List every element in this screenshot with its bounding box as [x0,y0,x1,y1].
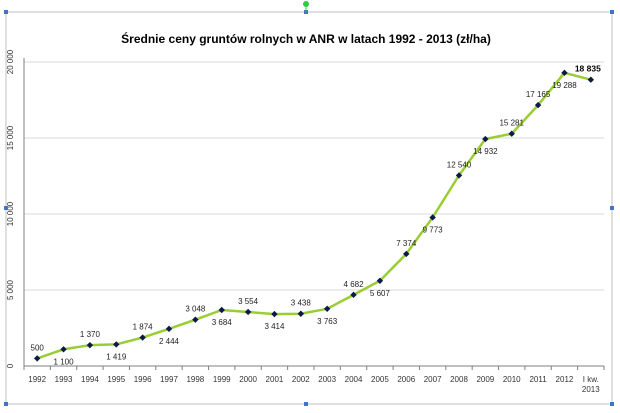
data-label: 500 [31,343,45,352]
data-point [534,101,542,109]
data-label: 3 414 [264,322,285,331]
x-tick-label: 1994 [81,375,99,384]
x-tick-label: 1993 [55,375,73,384]
resize-handle[interactable] [610,402,614,406]
data-label: 5 607 [370,289,391,298]
data-label: 1 874 [133,323,154,332]
selection-handles[interactable] [4,1,614,406]
y-tick-label: 10 000 [6,201,15,226]
x-tick-label: 2009 [476,375,494,384]
data-label: 3 438 [291,299,312,308]
data-label: 17 165 [526,90,551,99]
x-tick-label: 1998 [186,375,204,384]
data-label: 15 281 [499,119,524,128]
data-label: 3 554 [238,297,259,306]
data-label: 18 835 [575,64,601,74]
rotate-handle[interactable] [303,1,309,7]
data-point [587,76,595,83]
x-tick-label: 2012 [556,375,574,384]
y-tick-label: 15 000 [6,125,15,150]
data-point [403,250,410,258]
x-tick-label: 2001 [266,375,284,384]
data-point [60,346,67,353]
data-label: 2 444 [159,337,180,346]
resize-handle[interactable] [610,10,614,14]
resize-handle[interactable] [304,402,308,406]
gridlines [24,61,604,291]
x-tick-label: 2008 [450,375,468,384]
y-tick-label: 20 000 [6,49,15,74]
data-point [244,308,252,316]
x-tick-label: I kw. [583,375,599,384]
data-label: 3 763 [317,317,338,326]
data-point [429,214,436,221]
x-tick-label: 2003 [318,375,336,384]
data-label: 9 773 [423,225,444,234]
x-tick-label: 1997 [160,375,178,384]
x-tick-label: 2011 [529,375,547,384]
data-label: 1 100 [54,357,75,366]
data-point [218,306,225,314]
data-point [139,334,146,341]
data-label: 19 288 [552,81,577,90]
data-point [455,172,463,179]
data-point [376,277,384,284]
x-tick-label: 1999 [213,375,231,384]
x-tick-label: 2010 [503,375,521,384]
chart-title: Średnie ceny gruntów rolnych w ANR w lat… [121,31,491,46]
axes: 0 5 000 10 000 15 000 20 000 1992 1993 1994 1995… [6,49,605,394]
data-label: 4 682 [344,280,365,289]
resize-handle[interactable] [610,206,614,210]
data-point [561,69,568,77]
data-label: 3 684 [212,318,233,327]
resize-handle[interactable] [4,206,8,210]
data-point [297,310,305,317]
data-label: 3 048 [185,305,206,314]
y-tick-label: 5 000 [6,279,15,300]
x-tick-label: 2007 [424,375,442,384]
series [33,69,595,362]
x-tick-label: 1996 [134,375,152,384]
x-tick-label: 2006 [397,375,415,384]
data-point [86,341,94,349]
series-line [36,71,592,360]
x-tick-label: 2004 [345,375,363,384]
x-tick-label: 1992 [28,375,46,384]
data-label: 12 540 [447,160,472,169]
x-tick-label: 2000 [239,375,257,384]
data-labels: 500 1 100 1 370 1 419 1 874 2 444 3 048 3 684 3 … [31,64,602,367]
x-tick-label: 2005 [371,375,389,384]
data-point [165,325,173,333]
x-tick-label: 2013 [582,385,600,394]
data-point [323,305,331,313]
x-tick-label: 1995 [107,375,125,384]
y-tick-label: 0 [6,363,15,368]
data-point [192,316,199,323]
data-point [350,291,357,299]
data-label: 1 419 [106,352,127,361]
data-point [271,310,278,318]
data-point [33,355,41,362]
x-tick-label: 2002 [292,375,310,384]
data-label: 14 932 [473,147,498,156]
data-point [482,135,489,143]
data-point [508,130,515,137]
resize-handle[interactable] [4,10,8,14]
resize-handle[interactable] [4,402,8,406]
data-label: 7 374 [396,239,417,248]
data-label: 1 370 [80,330,101,339]
data-point [113,341,120,348]
